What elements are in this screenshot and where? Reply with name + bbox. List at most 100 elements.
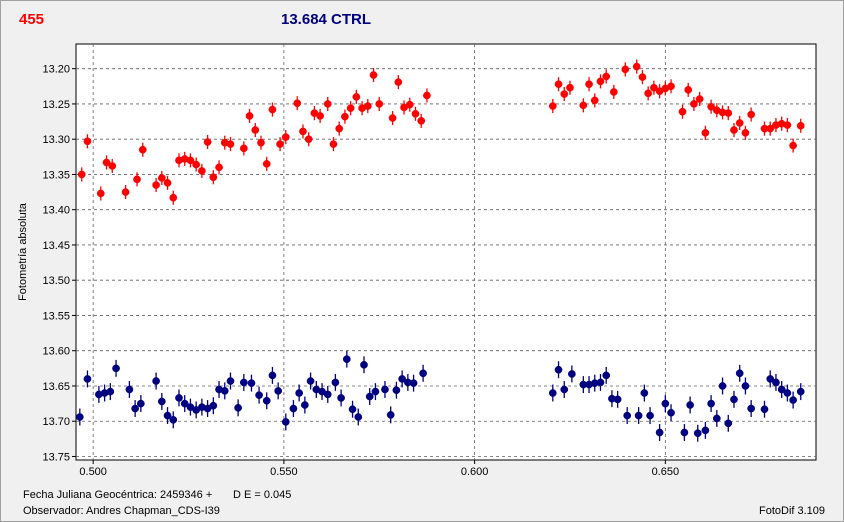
observer-label: Observador: Andres Chapman_CDS-I39 xyxy=(23,505,220,517)
target-point xyxy=(369,71,378,79)
control-point xyxy=(75,413,84,421)
control-point xyxy=(741,382,750,390)
target-point xyxy=(405,100,414,109)
target-point xyxy=(281,133,290,141)
y-tick-label: 13.60 xyxy=(42,346,70,358)
target-point xyxy=(566,83,574,92)
control-point xyxy=(419,369,427,378)
control-point xyxy=(747,404,756,413)
control-point xyxy=(667,408,675,417)
control-point xyxy=(331,378,340,387)
control-point xyxy=(163,411,172,420)
x-tick-label: 0.600 xyxy=(461,466,489,478)
control-point xyxy=(169,415,178,424)
target-point xyxy=(650,83,658,92)
target-point xyxy=(724,109,733,117)
target-point xyxy=(346,104,355,113)
target-point xyxy=(423,91,431,100)
control-point xyxy=(646,411,654,420)
target-point xyxy=(621,65,630,74)
target-point xyxy=(375,100,384,108)
target-point xyxy=(152,181,160,189)
target-point xyxy=(133,175,141,184)
target-point xyxy=(163,179,172,187)
control-point xyxy=(125,385,134,394)
control-point xyxy=(392,386,401,395)
control-point xyxy=(234,403,242,412)
target-point xyxy=(341,112,349,121)
y-tick-label: 13.25 xyxy=(42,99,70,111)
target-point xyxy=(560,90,569,98)
control-point xyxy=(180,399,189,408)
control-point xyxy=(131,404,139,413)
target-point xyxy=(186,156,195,165)
control-point xyxy=(289,404,298,413)
target-point xyxy=(596,77,605,86)
control-point xyxy=(730,395,738,404)
target-point xyxy=(96,189,105,198)
control-point xyxy=(783,389,792,397)
target-point xyxy=(209,173,218,182)
target-point xyxy=(262,160,271,168)
control-point xyxy=(360,360,368,369)
control-point xyxy=(112,364,120,373)
target-point xyxy=(198,167,206,175)
y-tick-label: 13.55 xyxy=(42,310,70,322)
y-tick-label: 13.30 xyxy=(42,134,70,146)
target-point xyxy=(108,162,117,170)
target-point xyxy=(678,107,687,116)
control-point xyxy=(686,401,694,409)
x-tick-label: 0.500 xyxy=(79,466,107,478)
light-curve-plot: 0.500 0.550 0.600 0.650 13.20 13.25 13.30 13.35… xyxy=(17,43,817,478)
control-point xyxy=(712,414,721,423)
y-tick-label: 13.75 xyxy=(42,451,70,463)
control-point xyxy=(680,428,689,437)
control-point xyxy=(136,399,145,408)
control-point xyxy=(323,390,332,399)
target-point xyxy=(304,135,313,144)
control-point xyxy=(735,369,744,378)
target-point xyxy=(226,140,235,148)
control-point xyxy=(398,375,406,383)
control-point xyxy=(760,405,769,414)
target-point xyxy=(335,124,344,133)
control-point xyxy=(301,401,309,409)
control-point xyxy=(409,379,418,387)
control-point xyxy=(268,371,277,380)
control-point xyxy=(596,378,605,387)
target-point xyxy=(251,126,260,134)
control-point xyxy=(661,399,670,408)
control-point xyxy=(655,428,664,437)
control-point xyxy=(623,411,632,420)
control-point xyxy=(226,377,235,385)
target-point xyxy=(83,137,92,146)
target-point xyxy=(268,105,277,114)
control-point xyxy=(365,392,374,401)
control-point xyxy=(209,401,218,410)
target-point xyxy=(293,99,302,108)
target-point xyxy=(632,62,641,71)
x-tick-label: 0.650 xyxy=(652,466,680,478)
control-point xyxy=(796,387,805,396)
control-point xyxy=(693,429,702,438)
target-point xyxy=(609,88,618,96)
control-point xyxy=(342,355,351,364)
julian-date-label: Fecha Juliana Geocéntrica: 2459346 + xyxy=(23,489,213,501)
control-point xyxy=(83,375,92,383)
control-point xyxy=(701,426,710,435)
x-tick-label: 0.550 xyxy=(270,466,298,478)
target-point xyxy=(138,145,147,154)
control-point xyxy=(281,418,290,426)
control-point xyxy=(220,387,229,395)
target-point xyxy=(388,114,397,122)
target-point xyxy=(554,80,563,89)
control-point xyxy=(157,397,166,406)
target-point xyxy=(169,193,178,202)
target-point xyxy=(363,102,372,110)
y-tick-label: 13.45 xyxy=(42,240,70,252)
control-point xyxy=(640,389,649,397)
target-point xyxy=(245,112,254,120)
control-point xyxy=(255,391,263,399)
target-point xyxy=(157,174,166,182)
